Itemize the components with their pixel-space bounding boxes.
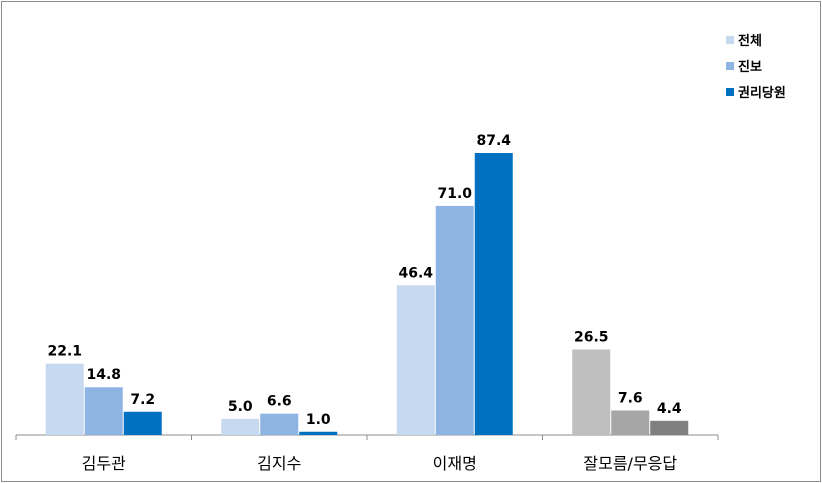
bar [572,349,611,435]
data-label: 7.6 [618,390,643,406]
bar [45,363,84,435]
data-label: 71.0 [437,186,472,202]
data-label: 7.2 [130,392,155,408]
legend-swatch [726,36,734,44]
bar [474,153,513,435]
legend-label: 진보 [738,59,762,75]
legend-label: 전체 [738,33,762,49]
x-tick-label: 김두관 [82,454,126,473]
data-label: 1.0 [306,412,331,428]
bar [221,418,260,435]
data-label: 26.5 [574,329,609,345]
bar [123,411,162,435]
bar [260,413,299,435]
data-label: 6.6 [267,394,292,410]
legend-swatch [726,88,734,96]
data-label: 5.0 [228,399,253,415]
bar [299,431,338,435]
bar [396,285,435,435]
data-label: 4.4 [657,401,682,417]
bar [611,410,650,435]
bar [435,205,474,435]
data-label: 14.8 [86,367,121,383]
x-tick-label: 잘모름/무응답 [583,454,677,473]
bar [650,420,689,435]
data-label: 22.1 [47,344,82,360]
legend-label: 권리당원 [738,85,786,101]
data-label: 46.4 [398,265,433,281]
data-label: 87.4 [476,133,511,149]
x-tick-label: 김지수 [257,454,301,473]
x-tick-label: 이재명 [433,454,477,473]
bar [84,387,123,435]
legend-swatch [726,62,734,70]
